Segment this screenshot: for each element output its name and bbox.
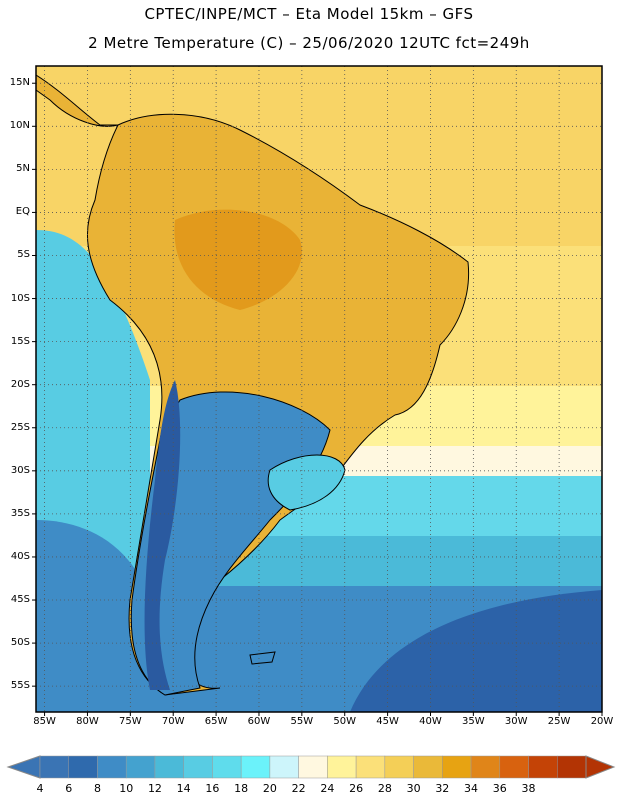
- pacific-colder-water: [36, 520, 150, 712]
- amazon-hot-region: [174, 209, 302, 310]
- colorbar-swatch: [212, 755, 242, 779]
- colorbar-label: 38: [521, 782, 536, 795]
- colorbar-label: 34: [464, 782, 479, 795]
- colorbar-label: 10: [119, 782, 134, 795]
- colorbar-swatch: [240, 755, 271, 779]
- colorbar-swatch: [327, 755, 357, 779]
- colorbar-label: 14: [176, 782, 191, 795]
- colorbar-swatch: [39, 755, 69, 779]
- lat-label: EQ: [15, 206, 30, 218]
- lon-label: 85W: [33, 716, 56, 727]
- lat-label: 40S: [10, 550, 30, 562]
- lat-label: 15S: [10, 335, 30, 347]
- colorbar-label: 16: [205, 782, 220, 795]
- falkland-islands: [249, 651, 276, 665]
- lat-label: 45S: [10, 594, 30, 606]
- map-title-line1: CPTEC/INPE/MCT – Eta Model 15km – GFS: [144, 5, 474, 23]
- colorbar-right-arrow: [585, 755, 616, 779]
- colorbar-label: 12: [147, 782, 162, 795]
- central-america-land: [36, 74, 119, 127]
- uruguay-region: [267, 454, 346, 511]
- lon-label: 80W: [76, 716, 99, 727]
- lon-label: 40W: [419, 716, 442, 727]
- colorbar-label: 30: [406, 782, 421, 795]
- colorbar-swatch: [384, 755, 414, 779]
- colorbar-swatch: [557, 755, 587, 779]
- colorbar-label: 4: [36, 782, 44, 795]
- lat-label: 50S: [10, 637, 30, 649]
- lon-label: 50W: [333, 716, 357, 727]
- lat-label: 15N: [9, 77, 30, 89]
- colorbar-label: 20: [262, 782, 277, 795]
- colorbar-swatch: [183, 755, 213, 779]
- colorbar-swatch: [97, 755, 127, 779]
- lat-label: 55S: [10, 680, 30, 692]
- ocean-band-coldest: [350, 590, 602, 712]
- lat-label: 25S: [10, 421, 30, 433]
- colorbar-swatch: [442, 755, 472, 779]
- colorbar-label: 32: [435, 782, 450, 795]
- colorbar: [6, 755, 616, 779]
- colorbar-label: 26: [349, 782, 364, 795]
- lon-label: 65W: [204, 716, 228, 727]
- colorbar-swatch: [413, 755, 443, 779]
- lat-label: 5N: [16, 163, 30, 175]
- colorbar-swatch: [269, 755, 299, 779]
- lon-label: 30W: [504, 716, 528, 727]
- lat-label: 20S: [10, 378, 30, 390]
- lat-label: 5S: [17, 249, 30, 261]
- colorbar-swatch: [125, 755, 156, 779]
- lon-label: 70W: [161, 716, 185, 727]
- lon-label: 20W: [590, 716, 614, 727]
- lon-label: 35W: [462, 716, 485, 727]
- lon-label: 55W: [290, 716, 314, 727]
- lon-label: 25W: [547, 716, 571, 727]
- colorbar-left-arrow: [6, 755, 41, 779]
- colorbar-label: 36: [492, 782, 507, 795]
- map-title-line2: 2 Metre Temperature (C) – 25/06/2020 12U…: [88, 34, 530, 52]
- colorbar-label: 8: [93, 782, 101, 795]
- lon-label: 60W: [247, 716, 271, 727]
- tick-marks: [32, 82, 603, 716]
- colorbar-label: 22: [291, 782, 306, 795]
- colorbar-swatch: [68, 755, 98, 779]
- lat-label: 30S: [10, 464, 30, 476]
- colorbar-swatch: [528, 755, 558, 779]
- colorbar-label: 24: [320, 782, 335, 795]
- colorbar-label: 6: [65, 782, 73, 795]
- map-frame: [35, 65, 603, 713]
- lon-label: 45W: [376, 716, 399, 727]
- lat-label: 10N: [9, 120, 30, 132]
- colorbar-swatch: [470, 755, 501, 779]
- colorbar-swatch: [298, 755, 328, 779]
- colorbar-swatch: [499, 755, 529, 779]
- lat-label: 10S: [10, 292, 30, 304]
- colorbar-swatch: [355, 755, 386, 779]
- colorbar-label: 18: [234, 782, 249, 795]
- andes-cold: [144, 380, 181, 690]
- colorbar-swatch: [154, 755, 184, 779]
- lat-label: 35S: [10, 507, 30, 519]
- lon-label: 75W: [119, 716, 142, 727]
- colorbar-label: 28: [377, 782, 392, 795]
